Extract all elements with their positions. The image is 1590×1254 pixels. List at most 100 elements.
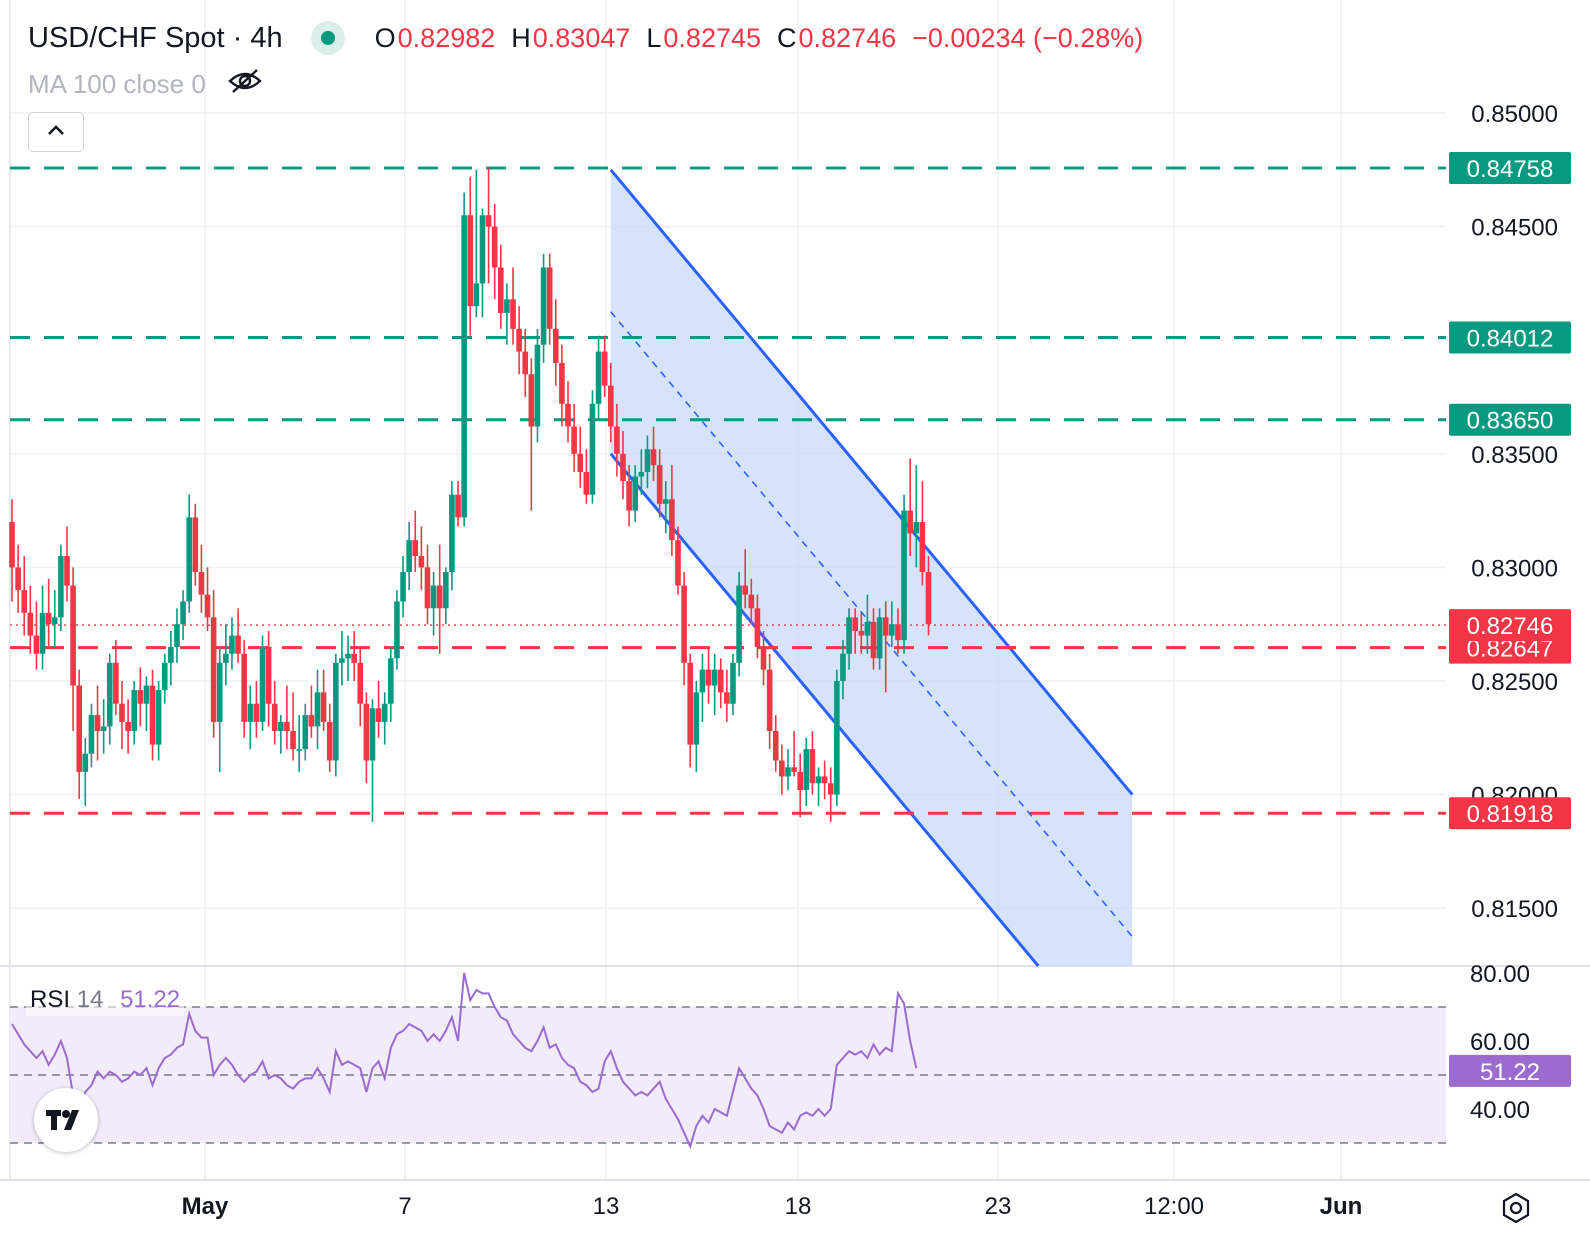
candle-body: [607, 385, 614, 427]
price-tick-label: 0.81500: [1471, 896, 1558, 923]
horizontal-levels: [10, 166, 1446, 815]
candlesticks: [9, 167, 932, 822]
time-tick-label: 23: [985, 1193, 1012, 1220]
level-label-0.84758-box: [1449, 151, 1571, 184]
candle-body: [834, 681, 840, 795]
candle-body: [369, 708, 376, 761]
level-label-0.81918: 0.81918: [1467, 801, 1554, 828]
candle-body: [601, 351, 608, 386]
candle-body: [711, 669, 718, 686]
ma-legend-text: MA 100 close 0: [28, 69, 206, 99]
candle-body: [614, 426, 620, 454]
low-label: L: [646, 22, 662, 53]
collapse-legend-button[interactable]: [28, 112, 84, 152]
candle-body: [418, 556, 425, 568]
candle-body: [308, 715, 315, 727]
candle-body: [339, 658, 345, 663]
high-value: 0.83047: [532, 22, 631, 53]
candle-body: [546, 267, 553, 329]
open-label: O: [374, 22, 396, 53]
level-label-0.83650-box: [1449, 403, 1571, 436]
candle-body: [656, 465, 663, 504]
candle-body: [559, 362, 565, 404]
candle-body: [58, 556, 64, 618]
chart-grid: [0, 0, 1590, 1181]
candle-body: [106, 662, 113, 727]
candle-body: [925, 571, 932, 625]
candle-body: [9, 521, 15, 568]
candle-body: [907, 510, 913, 534]
candle-body: [82, 753, 89, 772]
candle-body: [889, 624, 895, 636]
candle-body: [174, 624, 180, 647]
candle-body: [760, 646, 767, 670]
candle-body: [754, 608, 761, 647]
candle-body: [785, 767, 791, 777]
rsi-period: 14: [76, 986, 104, 1013]
candle-body: [821, 776, 828, 784]
candle-body: [436, 585, 443, 609]
candle-body: [253, 703, 260, 722]
symbol-title[interactable]: USD/CHF Spot · 4h: [28, 21, 283, 54]
candle-body: [168, 646, 174, 663]
level-label-0.84758: 0.84758: [1467, 156, 1554, 183]
candle-body: [15, 567, 21, 591]
candle-body: [552, 328, 559, 363]
candle-body: [94, 715, 101, 731]
candle-body: [180, 601, 186, 625]
candle-body: [290, 730, 296, 750]
candle-body: [284, 721, 290, 731]
candle-body: [388, 658, 394, 704]
rsi-legend[interactable]: RSI 14 51.22: [26, 984, 185, 1016]
candle-body: [748, 594, 755, 609]
candle-body: [864, 621, 871, 636]
candle-body: [522, 351, 529, 375]
candle-body: [779, 760, 785, 777]
candle-body: [595, 351, 602, 404]
candle-body: [840, 653, 846, 681]
candle-body: [394, 601, 400, 659]
candle-body: [33, 635, 40, 654]
tradingview-logo-icon[interactable]: [34, 1088, 98, 1152]
candle-body: [363, 703, 370, 761]
candle-body: [210, 617, 217, 722]
candle-body: [430, 585, 437, 609]
candle-body: [259, 646, 266, 722]
candle-body: [131, 690, 137, 731]
candle-body: [516, 328, 522, 352]
chart-settings-icon[interactable]: [1500, 1192, 1532, 1224]
rsi-line: [11, 972, 918, 1150]
candle-body: [461, 215, 467, 518]
market-status-icon[interactable]: [310, 21, 345, 55]
candle-body: [498, 267, 504, 313]
candle-body: [143, 685, 150, 704]
candle-body: [901, 510, 907, 641]
open-value: 0.82982: [397, 22, 496, 53]
candle-body: [724, 692, 730, 704]
price-tick-label: 0.82500: [1471, 669, 1558, 696]
candle-body: [485, 215, 492, 227]
candle-body: [76, 685, 83, 772]
ma-legend[interactable]: MA 100 close 0: [28, 68, 262, 101]
candle-body: [51, 617, 58, 625]
candle-body: [540, 267, 547, 345]
level-label-0.84012: 0.84012: [1467, 325, 1554, 352]
candle-body: [766, 669, 773, 731]
candle-body: [21, 590, 28, 613]
candle-body: [730, 662, 736, 704]
candle-body: [223, 653, 229, 663]
rsi-pane: [10, 972, 1446, 1150]
candle-body: [589, 403, 596, 495]
candle-body: [913, 521, 920, 534]
candle-body: [675, 540, 681, 586]
candle-body: [504, 299, 510, 313]
candle-body: [70, 585, 76, 686]
time-tick-label: 12:00: [1144, 1193, 1204, 1220]
eye-crossed-icon[interactable]: [228, 68, 262, 101]
low-value: 0.82745: [663, 22, 762, 53]
candle-body: [326, 721, 333, 761]
candle-body: [846, 617, 852, 654]
candle-body: [687, 662, 694, 745]
time-tick-label: 7: [398, 1193, 411, 1220]
